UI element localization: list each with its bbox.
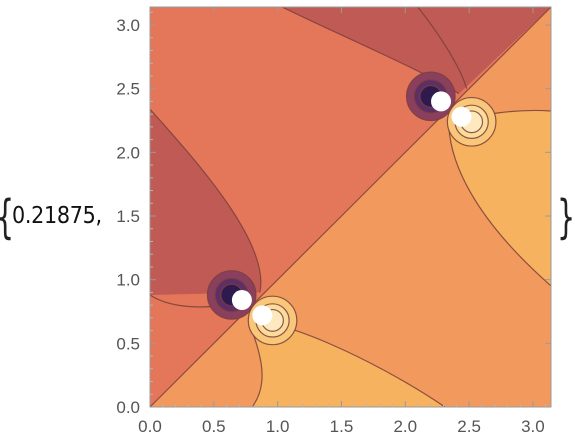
y-tick-label: 2.0 — [116, 143, 140, 162]
y-tick-label: 3.0 — [116, 16, 140, 35]
leading-value: 0.21875, — [12, 203, 102, 229]
pole-2-negative-hole — [431, 91, 452, 112]
close-brace: } — [557, 190, 575, 244]
open-brace: { — [0, 194, 14, 240]
x-tick-label: 2.0 — [393, 417, 417, 436]
x-tick-label: 3.0 — [521, 417, 545, 436]
x-tick-label: 0.0 — [138, 417, 162, 436]
x-tick-label: 1.5 — [330, 417, 354, 436]
x-tick-label: 0.5 — [202, 417, 226, 436]
plot-frame — [149, 6, 552, 408]
x-tick-label: 2.5 — [457, 417, 481, 436]
pole-2-positive-hole — [451, 106, 472, 127]
y-tick-label: 0.5 — [116, 334, 140, 353]
lobe-dark-left — [150, 109, 261, 295]
x-tick-label: 1.0 — [266, 417, 290, 436]
y-tick-label: 2.5 — [116, 80, 140, 99]
pole-1-negative-hole — [231, 290, 252, 311]
lobe-light-bottom — [249, 322, 445, 407]
lobe-dark-top — [282, 7, 551, 94]
y-tick-label: 0.0 — [116, 398, 140, 417]
y-tick-label: 1.5 — [116, 207, 140, 226]
pole-1-positive-hole — [252, 305, 273, 326]
diagonal-contour — [150, 7, 551, 407]
lobe-light-right — [448, 110, 551, 286]
contour-group — [150, 7, 551, 407]
y-tick-label: 1.0 — [116, 271, 140, 290]
